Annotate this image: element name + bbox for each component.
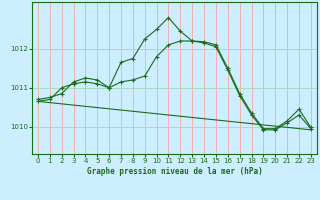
X-axis label: Graphe pression niveau de la mer (hPa): Graphe pression niveau de la mer (hPa)	[86, 167, 262, 176]
